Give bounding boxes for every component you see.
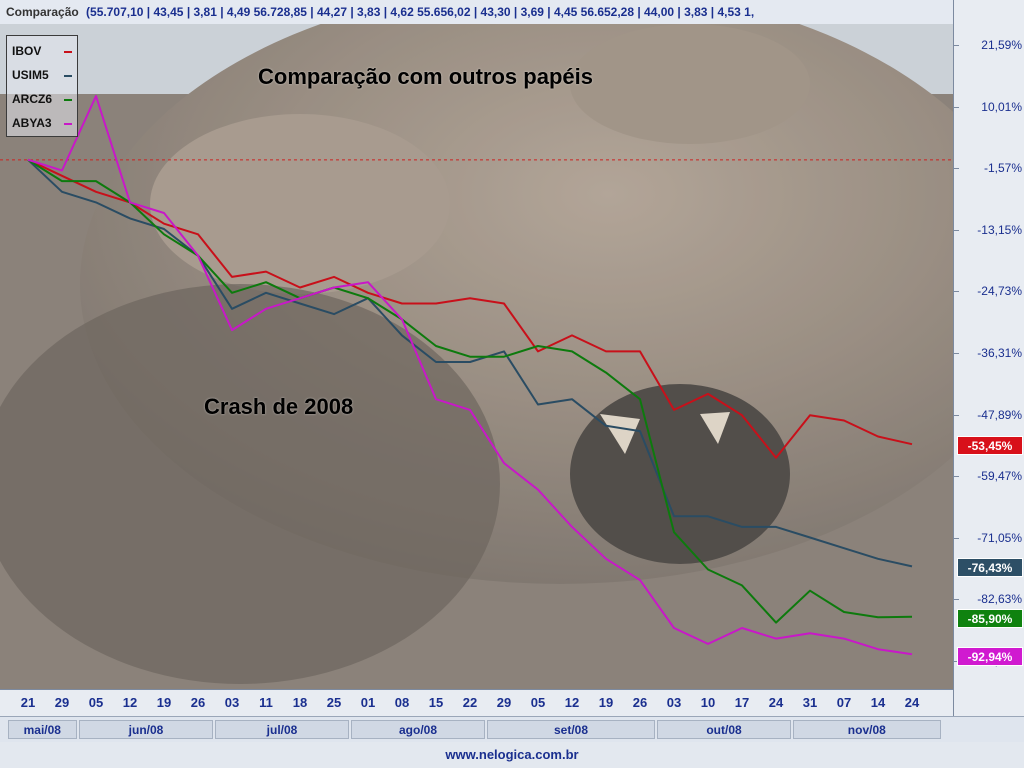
month-cell: jul/08 (215, 720, 349, 739)
y-tick-label: 21,59% (981, 38, 1022, 52)
footer: www.nelogica.com.br (0, 742, 1024, 768)
y-tick-mark (954, 476, 959, 478)
y-tick-label: -71,05% (977, 530, 1022, 545)
month-cell: set/08 (487, 720, 655, 739)
y-tick-mark (954, 537, 959, 539)
y-tick-mark (954, 291, 959, 293)
series-line-abya3[interactable] (27, 95, 913, 656)
x-axis-months: mai/08 jun/08 jul/08 ago/08 set/08 out/08 nov/… (0, 716, 1024, 743)
x-tick-label: 19 (156, 695, 172, 710)
y-tick-mark (954, 168, 959, 170)
x-tick-label: 03 (224, 695, 240, 710)
end-label-abya3: -92,94% (957, 647, 1023, 666)
legend-item-arcz6: ARCZ6 (12, 92, 53, 106)
y-tick-mark (954, 414, 959, 416)
series-line-usim5[interactable] (27, 159, 913, 568)
x-tick-label: 22 (462, 695, 478, 710)
x-tick-label: 05 (530, 695, 546, 710)
month-cell: jun/08 (79, 720, 213, 739)
legend-swatch-abya3 (64, 123, 72, 125)
x-tick-label: 07 (836, 695, 852, 710)
x-tick-label: 11 (259, 695, 273, 710)
x-axis-days: 21 29 05 12 19 26 03 11 18 25 01 08 15 22 29 05 12 19 26 03… (0, 689, 953, 717)
legend-swatch-arcz6 (64, 99, 72, 101)
x-tick-label: 19 (598, 695, 614, 710)
y-tick-mark (954, 229, 959, 231)
legend-item-usim5: USIM5 (12, 68, 49, 82)
footer-url[interactable]: www.nelogica.com.br (445, 747, 579, 762)
legend-item-abya3: ABYA3 (12, 116, 52, 130)
x-tick-label: 14 (870, 695, 886, 710)
legend-item-ibov: IBOV (12, 44, 42, 58)
y-tick-label: -36,31% (977, 346, 1022, 360)
x-tick-label: 29 (54, 695, 70, 710)
series-line-arcz6[interactable] (27, 158, 913, 624)
y-tick-label: -82,63% (977, 592, 1022, 607)
month-cell: out/08 (657, 720, 791, 739)
y-tick-label: 10,01% (981, 99, 1022, 114)
y-tick-label: -47,89% (977, 407, 1022, 422)
annotation-crash: Crash de 2008 (204, 394, 354, 419)
y-tick-mark (954, 353, 959, 354)
month-cell: ago/08 (351, 720, 485, 739)
x-tick-label: 12 (564, 695, 580, 710)
y-tick-mark (954, 599, 959, 601)
x-tick-label: 10 (700, 695, 716, 710)
end-label-usim5: -76,43% (957, 558, 1023, 577)
plot-area[interactable]: IBOV USIM5 ARCZ6 ABYA3 Comparação com ou… (0, 24, 953, 689)
chart-canvas (0, 95, 953, 656)
x-tick-label: 17 (734, 695, 750, 710)
y-tick-mark (954, 45, 959, 46)
x-tick-label: 03 (666, 695, 682, 710)
month-cell: mai/08 (7, 720, 77, 739)
y-tick-label: -24,73% (977, 284, 1022, 299)
x-tick-label: 31 (802, 695, 818, 710)
comparison-header: Comparação (55.707,10 | 43,45 | 3,81 | 4… (0, 0, 953, 25)
series-line-ibov[interactable] (27, 158, 913, 459)
legend-swatch-usim5 (64, 75, 72, 77)
y-tick-mark (954, 661, 959, 662)
end-label-ibov: -53,45% (957, 436, 1023, 455)
x-tick-label: 24 (904, 695, 920, 710)
y-axis: 21,59% 10,01% -1,57% -13,15% -24,73% -36,31% -… (953, 0, 1024, 716)
annotation-title: Comparação com outros papéis (258, 64, 593, 89)
x-tick-label: 18 (292, 695, 308, 710)
comparison-values: (55.707,10 | 43,45 | 3,81 | 4,49 56.728,… (86, 5, 755, 19)
x-tick-label: 08 (394, 695, 410, 710)
x-tick-label: 15 (428, 695, 444, 710)
x-tick-label: 25 (326, 695, 342, 710)
x-tick-label: 05 (88, 695, 104, 710)
legend: IBOV USIM5 ARCZ6 ABYA3 (6, 35, 78, 137)
x-tick-label: 24 (768, 695, 784, 710)
y-tick-label: -13,15% (977, 222, 1022, 237)
y-tick-mark (954, 106, 959, 108)
comparison-title: Comparação (6, 5, 79, 19)
x-tick-label: 01 (360, 695, 376, 710)
y-tick-label: -1,57% (983, 161, 1022, 176)
x-tick-label: 12 (122, 695, 138, 710)
x-tick-label: 26 (632, 695, 648, 710)
legend-swatch-ibov (64, 51, 72, 53)
x-tick-label: 29 (496, 695, 512, 710)
end-label-arcz6: -85,90% (957, 609, 1023, 628)
month-cell: nov/08 (793, 720, 941, 739)
y-tick-label: -59,47% (977, 469, 1022, 484)
x-tick-label: 21 (20, 695, 36, 710)
bear-background-image (0, 24, 953, 689)
x-tick-label: 26 (190, 695, 206, 710)
